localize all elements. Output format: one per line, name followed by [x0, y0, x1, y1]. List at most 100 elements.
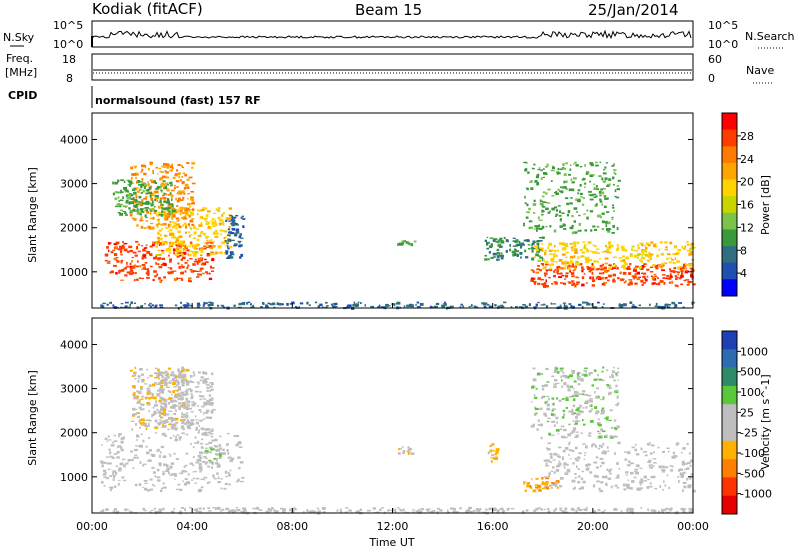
velocity-cell — [580, 378, 584, 381]
velocity-cell — [146, 389, 151, 393]
velocity-cell — [546, 407, 550, 411]
velocity-cell — [576, 456, 581, 458]
power-cell — [115, 192, 118, 194]
power-cell — [159, 280, 162, 284]
velocity-cell — [591, 384, 594, 387]
velocity-cell — [649, 482, 652, 485]
velocity-cell — [229, 469, 232, 472]
power-cell — [133, 192, 136, 195]
power-cell — [173, 270, 177, 272]
power-cell — [134, 166, 137, 169]
power-cell — [107, 260, 111, 262]
velocity-cell — [108, 439, 112, 441]
power-cell — [191, 208, 195, 212]
power-cell — [208, 301, 212, 304]
velocity-cell — [169, 465, 173, 469]
power-cell — [181, 190, 185, 193]
velocity-cell — [148, 403, 151, 406]
power-cell — [145, 202, 150, 205]
velocity-cell — [184, 508, 186, 511]
velocity-cell — [198, 425, 201, 427]
power-cell — [378, 304, 381, 307]
power-cell — [171, 197, 173, 199]
velocity-cell — [201, 438, 204, 441]
velocity-cell — [170, 399, 174, 403]
velocity-cell — [112, 475, 116, 479]
velocity-cell — [210, 430, 214, 432]
power-cell — [333, 302, 338, 306]
power-cell — [552, 166, 555, 170]
power-cell — [150, 203, 154, 206]
velocity-cell — [617, 371, 620, 374]
power-cell — [571, 188, 575, 192]
velocity-cell — [491, 443, 495, 446]
velocity-cell — [605, 418, 609, 421]
power-cell — [509, 248, 511, 252]
power-cell — [555, 190, 558, 193]
velocity-cell — [146, 368, 148, 371]
velocity-cell — [193, 374, 196, 377]
velocity-cell — [214, 438, 218, 442]
power-cell — [154, 194, 157, 198]
power-cell — [191, 223, 195, 226]
velocity-cell — [145, 427, 148, 431]
power-colorbar-swatch — [722, 196, 737, 214]
power-cell — [567, 210, 571, 212]
velocity-cell — [553, 509, 556, 512]
power-cell — [403, 305, 406, 308]
power-cell — [192, 246, 197, 249]
velocity-cell — [571, 408, 574, 411]
velocity-cell — [690, 509, 694, 513]
power-cell — [498, 239, 502, 242]
power-cell — [549, 264, 552, 267]
velocity-cell — [195, 461, 200, 464]
power-cell — [212, 221, 216, 224]
power-colorbar-tick: 8 — [740, 244, 747, 257]
power-cell — [183, 186, 187, 190]
velocity-cell — [169, 454, 172, 457]
power-cell — [177, 197, 181, 201]
power-cell — [136, 224, 139, 227]
power-cell — [685, 279, 690, 281]
velocity-cell — [572, 387, 575, 390]
velocity-cell — [158, 414, 161, 418]
velocity-cell — [418, 508, 420, 511]
power-cell — [654, 305, 658, 307]
power-cell — [556, 266, 558, 269]
power-cell — [526, 211, 530, 214]
velocity-cell — [526, 483, 530, 485]
power-cell — [161, 251, 164, 254]
power-cell — [672, 261, 676, 265]
power-cell — [570, 264, 573, 267]
velocity-cell — [170, 398, 173, 401]
velocity-cell — [576, 412, 581, 416]
power-cell — [545, 285, 549, 288]
power-cell — [500, 254, 502, 257]
velocity-cell — [164, 378, 168, 381]
velocity-cell — [183, 380, 187, 382]
power-cell — [651, 275, 653, 277]
power-cell — [120, 199, 124, 201]
velocity-cell — [142, 421, 145, 424]
power-cell — [163, 186, 166, 190]
power-cell — [562, 224, 566, 227]
velocity-cell — [562, 409, 566, 412]
nsky-label: N.Sky — [3, 31, 35, 44]
velocity-cell — [571, 369, 576, 373]
power-cell — [591, 279, 596, 283]
power-cell — [570, 260, 573, 263]
velocity-cell — [177, 368, 180, 372]
power-cell — [192, 251, 195, 254]
power-cell — [497, 252, 500, 255]
power-cell — [143, 197, 148, 200]
power-cell — [226, 257, 231, 259]
power-cell — [604, 257, 609, 260]
power-cell — [589, 194, 594, 197]
velocity-cell — [166, 376, 169, 378]
velocity-cell — [183, 403, 188, 405]
power-cell — [649, 271, 654, 273]
power-cell — [181, 253, 184, 257]
power-cell — [603, 195, 607, 198]
power-cell — [173, 251, 175, 255]
power-cell — [589, 162, 593, 165]
